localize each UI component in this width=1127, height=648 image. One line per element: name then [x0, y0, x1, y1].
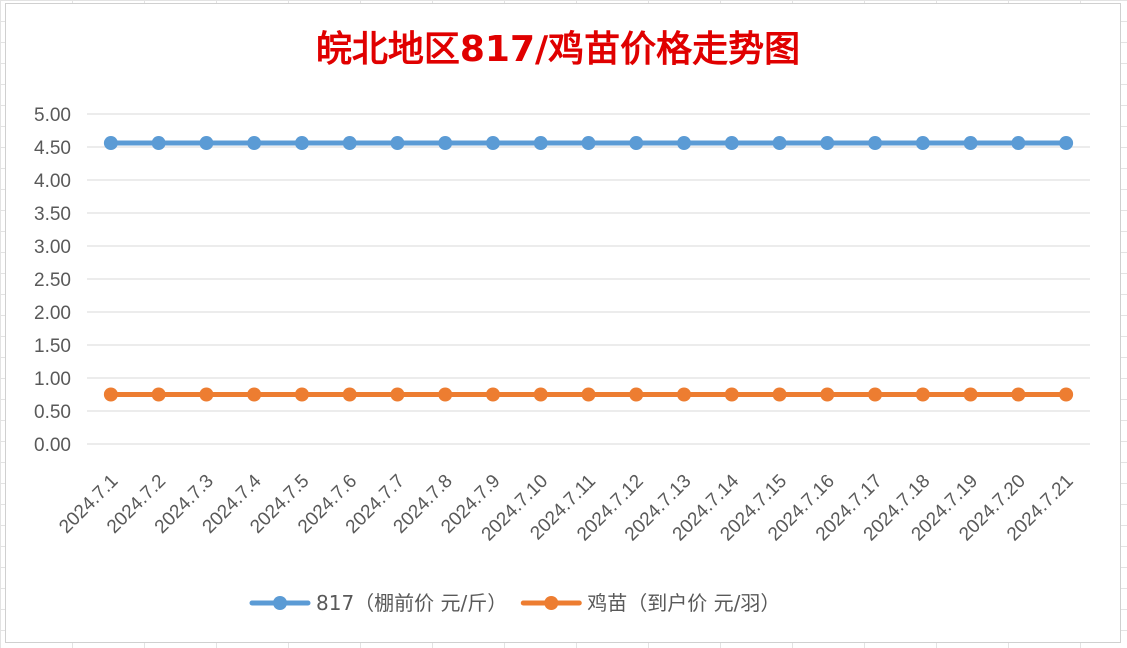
- chart-area[interactable]: 皖北地区817/鸡苗价格走势图 0.00 0.50 1.00 1.50 2.00 2.50…: [5, 3, 1121, 643]
- legend-label: 鸡苗（到户价 元/羽）: [587, 591, 780, 615]
- data-point: [915, 387, 930, 402]
- data-point: [1059, 387, 1074, 402]
- data-point: [390, 387, 405, 402]
- legend: 817（棚前价 元/斤） 鸡苗（到户价 元/羽）: [249, 591, 780, 615]
- data-point: [533, 136, 548, 151]
- data-point: [963, 136, 978, 151]
- data-point: [724, 387, 739, 402]
- legend-item-0: 817（棚前价 元/斤）: [249, 591, 507, 615]
- data-point: [103, 136, 118, 151]
- data-point: [629, 387, 644, 402]
- chart-title: 皖北地区817/鸡苗价格走势图: [316, 29, 800, 70]
- legend-label: 817（棚前价 元/斤）: [316, 591, 507, 615]
- data-point: [438, 387, 453, 402]
- y-tick-label: 1.00: [34, 369, 71, 390]
- y-tick-label: 1.50: [34, 336, 71, 357]
- data-point: [438, 136, 453, 151]
- data-point: [820, 387, 835, 402]
- data-point: [868, 387, 883, 402]
- data-point: [1011, 387, 1026, 402]
- legend-marker: [544, 596, 559, 610]
- data-point: [294, 387, 309, 402]
- data-point: [772, 136, 787, 151]
- data-point: [247, 387, 262, 402]
- y-tick-label: 0.00: [34, 435, 71, 456]
- data-point: [820, 136, 835, 151]
- data-point: [342, 136, 357, 151]
- data-point: [247, 136, 262, 151]
- data-point: [199, 387, 214, 402]
- y-tick-label: 0.50: [34, 402, 71, 423]
- data-point: [485, 136, 500, 151]
- data-point: [963, 387, 978, 402]
- data-point: [533, 387, 548, 402]
- data-point: [1059, 136, 1074, 151]
- data-point: [151, 136, 166, 151]
- data-point: [581, 136, 596, 151]
- data-point: [151, 387, 166, 402]
- legend-item-1: 鸡苗（到户价 元/羽）: [520, 591, 780, 615]
- data-point: [199, 136, 214, 151]
- data-point: [724, 136, 739, 151]
- y-axis-tick-labels: 0.00 0.50 1.00 1.50 2.00 2.50 3.00 3.50 4.00 4.50…: [34, 105, 71, 456]
- data-point: [677, 136, 692, 151]
- series-0: [103, 136, 1074, 151]
- y-tick-label: 3.50: [34, 204, 71, 225]
- data-point: [485, 387, 500, 402]
- series-layer: [103, 136, 1074, 402]
- y-tick-label: 2.50: [34, 270, 71, 291]
- data-point: [294, 136, 309, 151]
- data-point: [103, 387, 118, 402]
- x-axis-tick-labels: 2024.7.12024.7.22024.7.32024.7.42024.7.5…: [55, 470, 1077, 545]
- data-point: [581, 387, 596, 402]
- data-point: [868, 136, 883, 151]
- y-tick-label: 3.00: [34, 237, 71, 258]
- data-point: [772, 387, 787, 402]
- data-point: [390, 136, 405, 151]
- data-point: [1011, 136, 1026, 151]
- data-point: [915, 136, 930, 151]
- series-1: [103, 387, 1074, 402]
- data-point: [629, 136, 644, 151]
- y-tick-label: 4.50: [34, 138, 71, 159]
- data-point: [677, 387, 692, 402]
- y-tick-label: 2.00: [34, 303, 71, 324]
- data-point: [342, 387, 357, 402]
- legend-marker: [273, 596, 287, 610]
- y-tick-label: 4.00: [34, 171, 71, 192]
- line-chart: 皖北地区817/鸡苗价格走势图 0.00 0.50 1.00 1.50 2.00 2.50…: [34, 29, 1090, 615]
- y-tick-label: 5.00: [34, 105, 71, 126]
